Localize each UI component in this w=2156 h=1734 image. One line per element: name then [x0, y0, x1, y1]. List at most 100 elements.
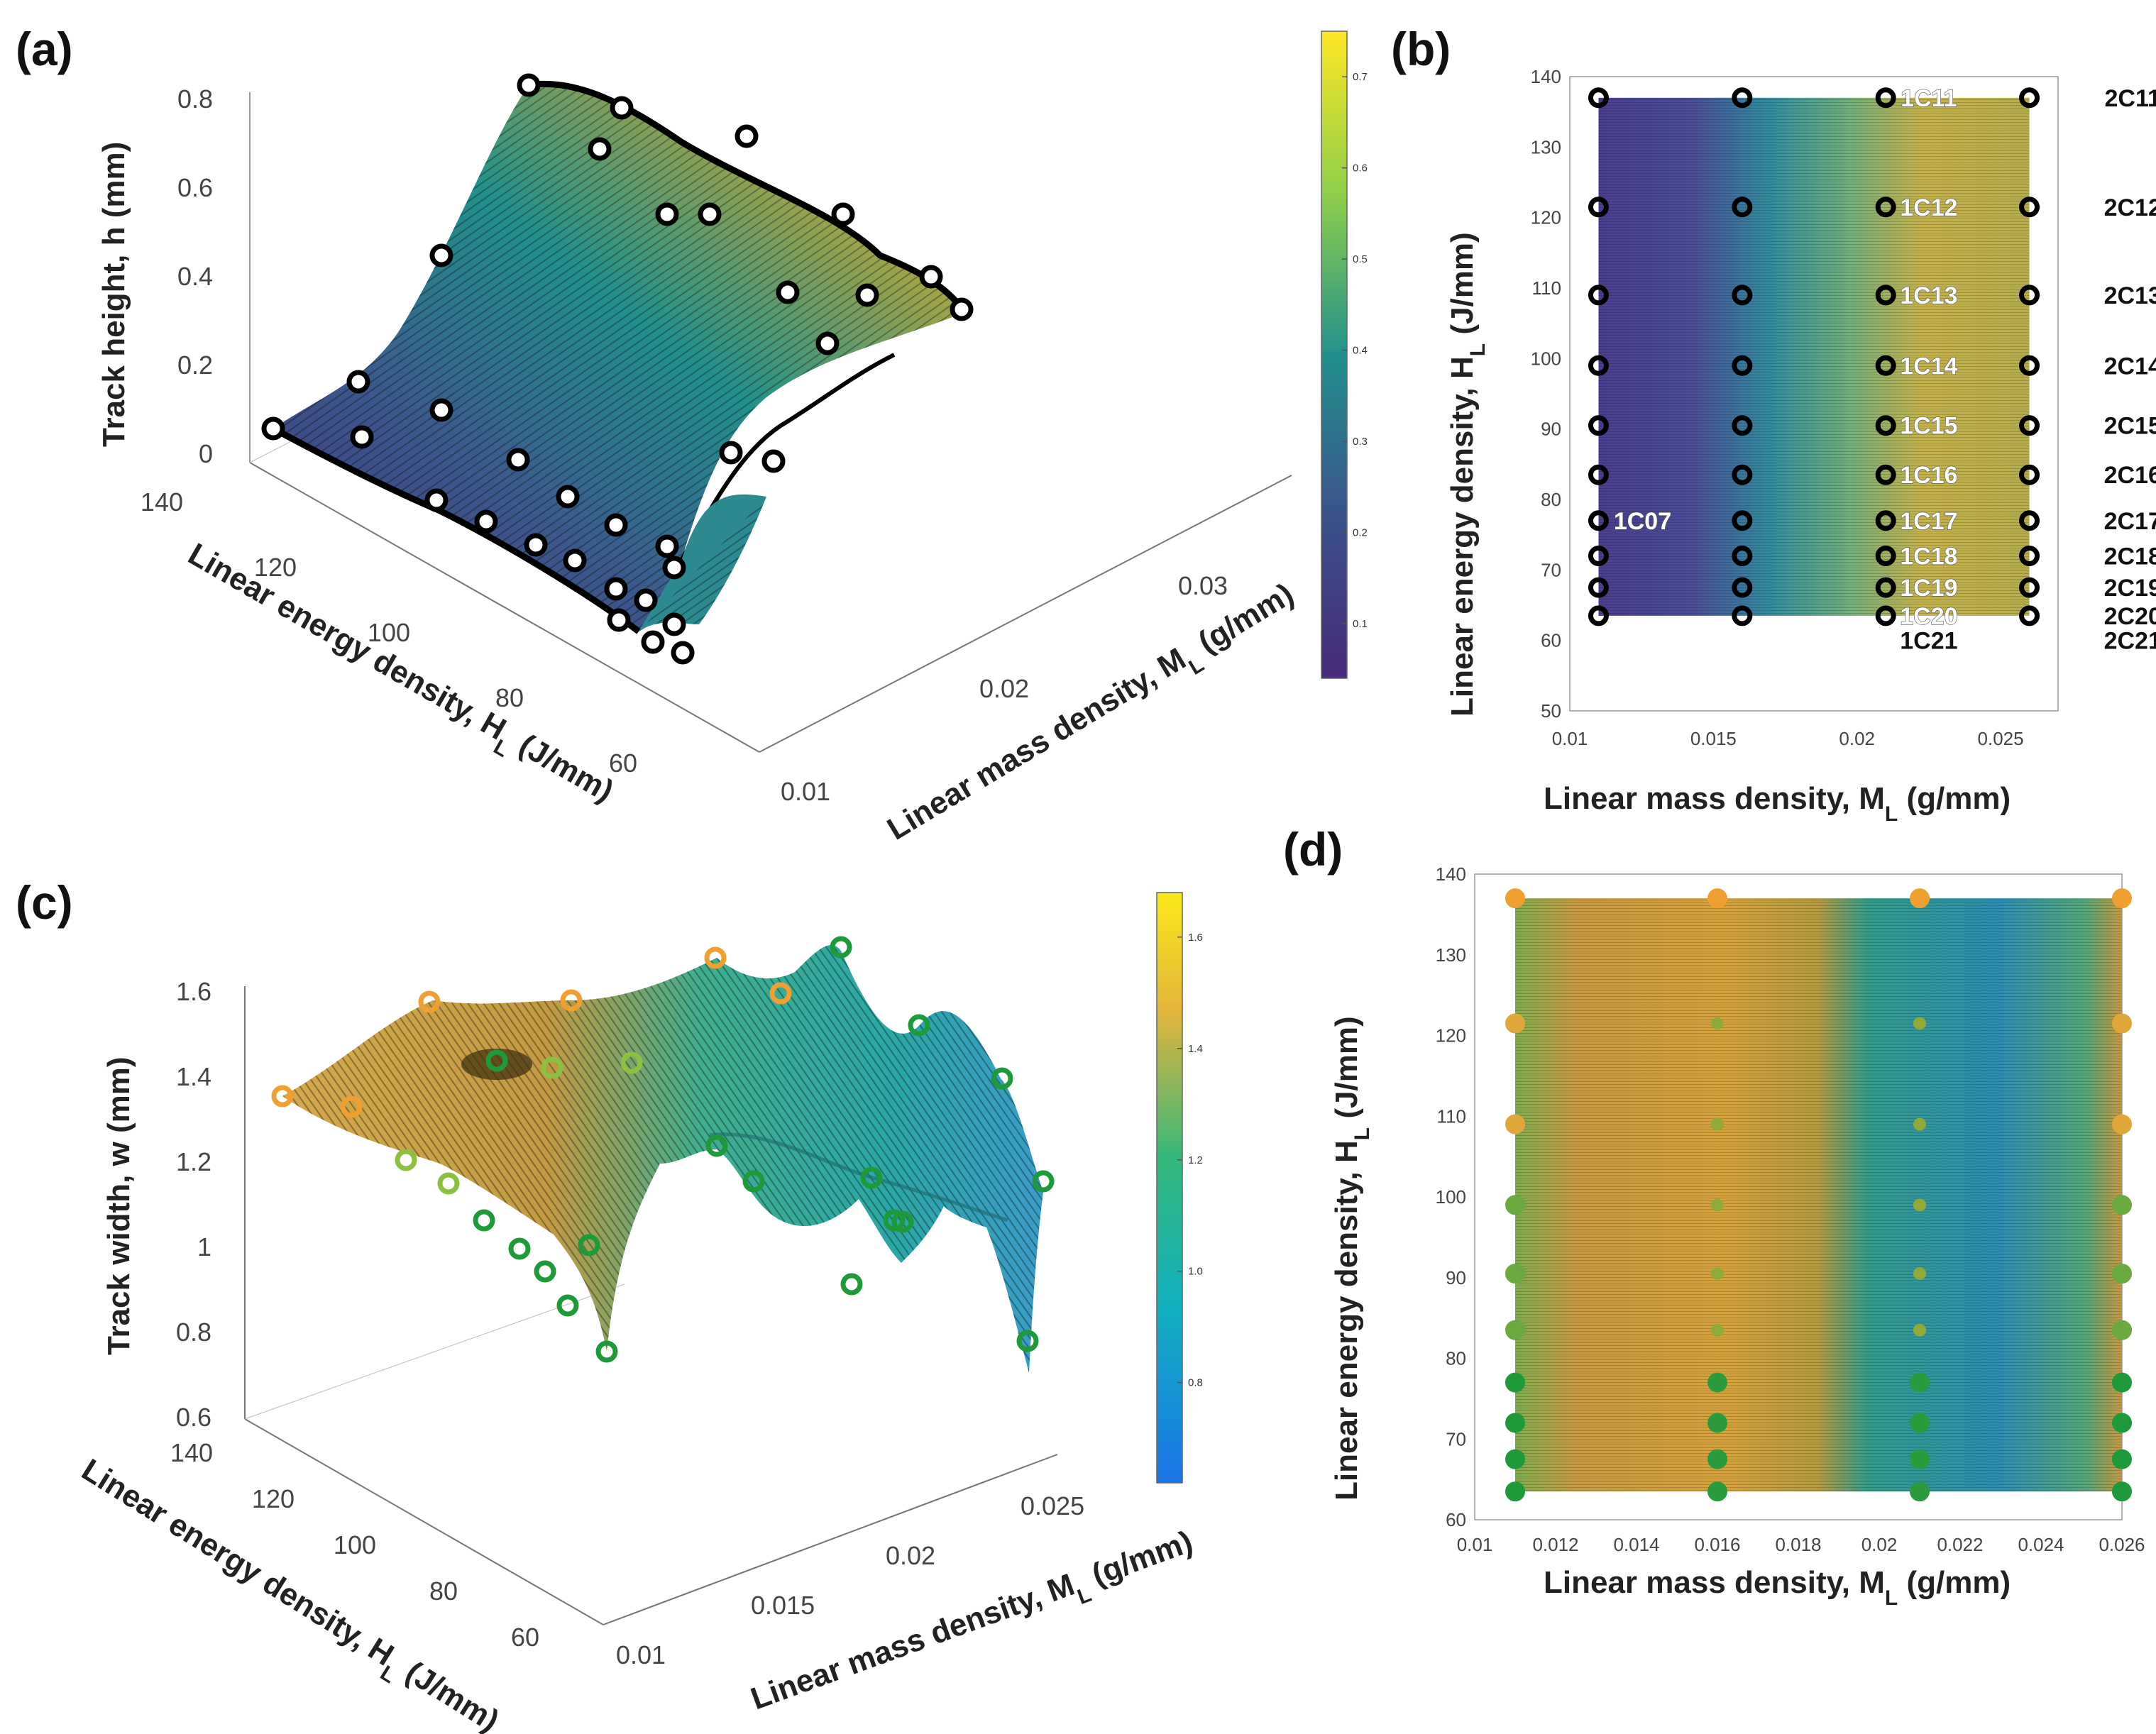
colorbar-tick-label: 0.1	[1353, 618, 1368, 630]
data-marker-ring	[2019, 415, 2040, 436]
y-tick-label: 110	[1437, 1105, 1466, 1127]
data-marker-dot	[2112, 1114, 2132, 1134]
point-label-2c: 2C15	[2104, 413, 2156, 440]
data-marker-dot	[1910, 1481, 1930, 1502]
data-marker-ring	[2019, 464, 2040, 485]
tick-labels-d: 0.01 0.012 0.014 0.016 0.018 0.02 0.022 0.024 0.…	[1436, 863, 2145, 1555]
x-axis-label-b: Linear mass density, ML (g/mm)	[1544, 781, 2011, 826]
z-tick-label: 1.4	[176, 1062, 211, 1091]
x-tick-label: 0.01	[1552, 728, 1588, 749]
panel-d: (d) 0.01 0.012 0.014 0.016 0.018 0.02 0.022 0.0…	[1283, 823, 2145, 1610]
z-tick-labels-a: 0 0.2 0.4 0.6 0.8	[177, 84, 213, 468]
point-label-1c: 1C18	[1900, 543, 1957, 570]
data-marker-dot	[1707, 1413, 1727, 1433]
panel-label-b: (b)	[1391, 23, 1451, 75]
data-marker-dot	[1707, 888, 1727, 909]
y-tick-label: 120	[252, 1484, 295, 1513]
y-tick-label: 100	[334, 1530, 376, 1559]
y-tick-labels-a: 140 120 100 80 60	[141, 487, 637, 778]
x-axis-label-a: Linear mass density, ML (g/mm)	[881, 577, 1304, 856]
data-marker-ring	[950, 297, 974, 321]
data-marker-ring	[2019, 285, 2040, 306]
data-marker-ring	[735, 124, 759, 148]
data-marker-ring	[831, 202, 855, 226]
x-tick-label: 0.015	[1690, 728, 1737, 749]
data-marker-ring	[655, 534, 679, 558]
x-tick-labels-a: 0.01 0.02 0.03	[781, 571, 1228, 806]
y-tick-label: 120	[1531, 207, 1561, 228]
data-marker-dot	[1505, 1481, 1525, 1502]
y-tick-label: 120	[254, 553, 297, 582]
data-marker-ring	[506, 448, 530, 472]
x-tick-label: 0.02	[886, 1541, 935, 1570]
data-marker-ring	[1032, 1170, 1055, 1193]
data-marker-ring	[840, 1273, 863, 1296]
data-marker-ring	[474, 509, 498, 534]
x-tick-label: 0.02	[1839, 728, 1875, 749]
data-marker-ring	[634, 588, 658, 612]
data-marker-ring	[604, 513, 628, 537]
z-axis-label-a: Track height, h (mm)	[97, 142, 131, 447]
data-marker-ring	[2019, 577, 2040, 598]
data-marker-dot	[1505, 888, 1525, 909]
panel-a: (a) 0 0.2 0.4 0.6 0.8 140 120 100 80 60 0.01 0.02…	[16, 23, 1368, 856]
data-marker-dot	[2112, 888, 2132, 909]
point-label-1c: 1C13	[1900, 282, 1957, 309]
z-tick-label: 0.4	[177, 262, 213, 291]
y-tick-label: 120	[1436, 1025, 1466, 1047]
data-marker-ring	[1016, 1330, 1039, 1352]
data-marker-ring	[2019, 510, 2040, 531]
colorbar-ticks-c: 1.6 1.4 1.2 1.0 0.8	[1177, 932, 1203, 1389]
data-marker-ring	[1588, 285, 1609, 306]
data-marker-ring	[719, 441, 743, 465]
y-tick-label: 130	[1531, 136, 1561, 158]
point-label-1c: 1C11	[1901, 85, 1957, 112]
colorbar-tick-label: 0.5	[1353, 253, 1368, 265]
y-tick-label: 110	[1532, 277, 1561, 299]
data-marker-ring	[1588, 577, 1609, 598]
data-marker-ring	[1588, 464, 1609, 485]
data-marker-ring	[595, 1340, 618, 1363]
data-marker-ring	[655, 202, 679, 226]
data-marker-dot	[1910, 1413, 1930, 1433]
data-marker-ring	[815, 331, 840, 355]
data-marker-ring	[350, 425, 374, 449]
data-marker-ring	[761, 449, 786, 473]
point-label-2c: 2C20	[2104, 603, 2156, 630]
panel-label-d: (d)	[1283, 823, 1343, 876]
y-axis-label-a: Linear energy density, HL (J/mm)	[177, 536, 619, 817]
y-tick-label: 70	[1541, 559, 1561, 580]
data-marker-ring	[1732, 545, 1753, 566]
data-marker-ring	[418, 990, 441, 1013]
data-marker-ring	[1875, 197, 1896, 218]
data-marker-ring	[560, 989, 583, 1012]
data-marker-ring	[340, 1095, 363, 1118]
data-marker-dot	[1505, 1013, 1525, 1034]
data-marker-dot	[1913, 1117, 1926, 1131]
data-markers-b	[1588, 87, 2040, 626]
data-marker-ring	[641, 630, 665, 654]
data-marker-ring	[883, 1209, 906, 1232]
data-marker-dot	[2112, 1372, 2132, 1393]
colorbar-tick-label: 1.2	[1188, 1154, 1203, 1166]
point-label-2c: 2C17	[2104, 508, 2156, 535]
data-marker-ring	[556, 1294, 579, 1317]
data-marker-ring	[1732, 355, 1753, 376]
point-label-1c: 1C12	[1900, 194, 1957, 221]
x-tick-label: 0.012	[1532, 1534, 1578, 1555]
data-marker-ring	[534, 1260, 556, 1283]
data-marker-ring	[508, 1237, 531, 1260]
point-label-2c: 2C13	[2104, 282, 2156, 309]
colorbar-tick-label: 0.2	[1353, 526, 1368, 539]
data-marker-dot	[1505, 1264, 1525, 1284]
data-marker-ring	[1588, 197, 1609, 218]
data-marker-dot	[1711, 1267, 1724, 1281]
data-marker-dot	[1505, 1114, 1525, 1134]
y-tick-label: 60	[609, 749, 637, 778]
data-marker-dot	[1711, 1198, 1724, 1212]
data-marker-dot	[2112, 1413, 2132, 1433]
y-tick-label: 130	[1436, 944, 1466, 966]
y-tick-label: 80	[429, 1576, 458, 1606]
data-marker-ring	[830, 936, 852, 959]
data-marker-ring	[1588, 87, 1609, 109]
